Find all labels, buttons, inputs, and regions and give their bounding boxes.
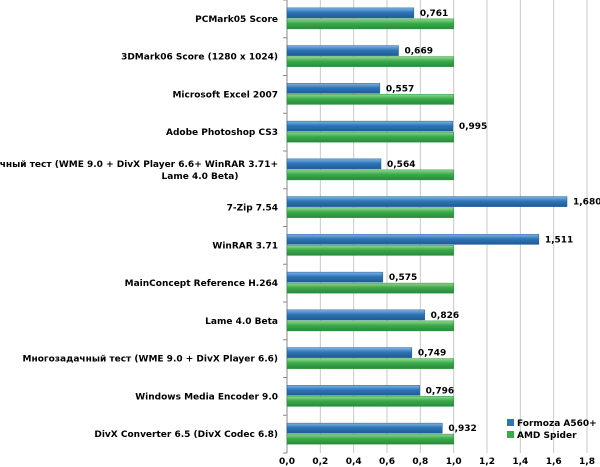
category-label: MainConcept Reference H.264 [125,279,278,289]
data-label: 0,575 [389,273,417,283]
bar-amd-spider [286,131,454,143]
category-label: Lame 4.0 Beta [205,317,278,327]
legend-label: Formoza A560+ [517,419,597,429]
bar-formoza [286,158,382,170]
category-label-line: 7-Zip 7.54 [227,204,278,214]
category-label: Многозадачный тест (WME 9.0 + DivX Playe… [23,355,278,365]
x-tick-label: 1,6 [546,457,562,467]
category-label: Windows Media Encoder 9.0 [135,392,278,402]
category-label-line: Windows Media Encoder 9.0 [135,392,278,402]
legend-label: AMD Spider [517,431,577,441]
category-label-line: Lame 4.0 Beta) [162,172,239,182]
bar-amd-spider [286,433,454,445]
x-tick-label: 0,6 [379,457,395,467]
x-tick-label: 0,4 [346,457,362,467]
bar-formoza [286,347,413,358]
data-label: 0,796 [426,386,454,396]
bar-amd-spider [286,207,454,218]
bar-amd-spider [286,56,454,67]
category-label: 3DMark06 Score (1280 x 1024) [121,53,278,63]
data-label: 0,761 [420,9,448,19]
legend-swatch [507,431,514,438]
bar-amd-spider [286,396,454,407]
category-label-line: Microsoft Excel 2007 [172,90,278,100]
data-label: 0,749 [418,349,446,359]
category-label-line: DivX Converter 6.5 (DivX Codec 6.8) [94,430,278,440]
bar-amd-spider [286,245,454,256]
x-tick-label: 1,4 [512,457,528,467]
bar-formoza [286,120,454,132]
bar-amd-spider [286,169,454,181]
category-label-line: 3DMark06 Score (1280 x 1024) [121,53,278,63]
category-label: Microsoft Excel 2007 [172,90,278,100]
category-label-line: MainConcept Reference H.264 [125,279,278,289]
bar-formoza [286,7,415,19]
data-label: 0,669 [405,47,433,57]
category-label: Adobe Photoshop CS3 [166,128,278,138]
bar-formoza [286,234,540,245]
category-label: DivX Converter 6.5 (DivX Codec 6.8) [94,430,278,440]
x-tick-label: 1,0 [446,457,462,467]
data-label: 1,680 [573,198,600,208]
category-label: WinRAR 3.71 [212,241,278,251]
x-tick-label: 1,8 [579,457,595,467]
bar-formoza [286,309,425,321]
legend-swatch [507,419,514,426]
bar-amd-spider [286,282,454,294]
data-label: 0,826 [431,311,459,321]
bar-formoza [286,385,420,396]
category-label-line: Adobe Photoshop CS3 [166,128,278,138]
bar-formoza [286,196,568,207]
bar-amd-spider [286,320,454,332]
x-tick-label: 0,2 [312,457,328,467]
category-label-line: Многозадачный тест (WME 9.0 + DivX Playe… [23,355,278,365]
bar-formoza [286,422,443,434]
category-label: Многозадачный тест (WME 9.0 + DivX Playe… [0,160,278,182]
data-label: 0,564 [387,160,415,170]
bar-amd-spider [286,358,454,369]
bar-amd-spider [286,18,454,30]
x-tick-label: 0,0 [279,457,295,467]
category-label-line: WinRAR 3.71 [212,241,278,251]
bar-formoza [286,45,399,56]
bar-formoza [286,271,384,283]
category-label: PCMark05 Score [195,15,278,25]
category-label-line: Lame 4.0 Beta [205,317,278,327]
category-label-line: PCMark05 Score [195,15,278,25]
data-label: 0,995 [459,122,487,132]
category-label-line: Многозадачный тест (WME 9.0 + DivX Playe… [0,160,278,170]
data-label: 0,932 [448,424,476,434]
bar-amd-spider [286,94,454,105]
data-label: 0,557 [386,84,414,94]
x-tick-label: 0,8 [412,457,428,467]
bar-formoza [286,83,381,94]
x-tick-label: 1,2 [479,457,495,467]
category-label: 7-Zip 7.54 [227,204,278,214]
data-label: 1,511 [545,235,573,245]
